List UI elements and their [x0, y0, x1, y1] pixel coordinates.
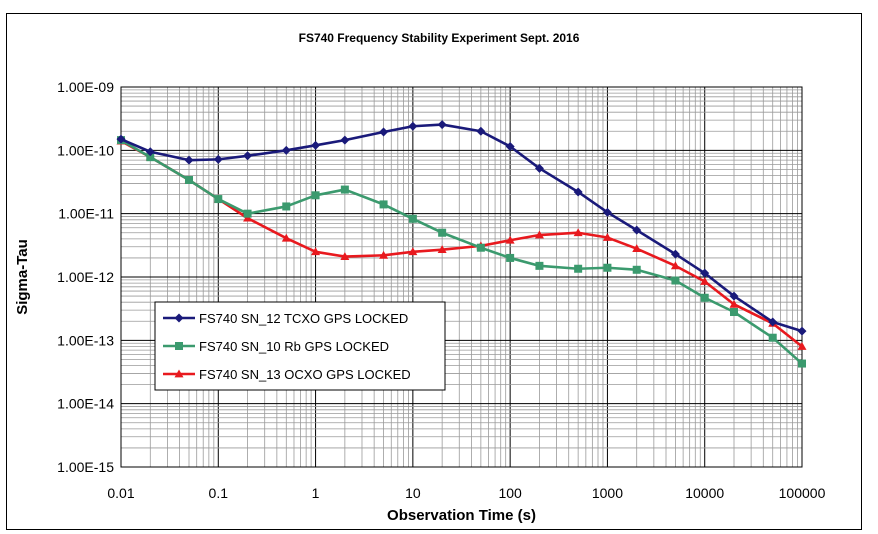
square-marker [438, 228, 447, 237]
diamond-marker [174, 313, 184, 323]
square-marker [175, 342, 183, 350]
y-tick-label: 1.00E-09 [57, 79, 114, 95]
diamond-marker [213, 154, 223, 164]
diamond-marker [476, 126, 486, 136]
square-marker [700, 293, 709, 302]
y-tick-label: 1.00E-13 [57, 332, 114, 348]
series-layer [116, 120, 807, 368]
square-marker [671, 276, 680, 285]
diamond-marker [145, 147, 155, 157]
triangle-marker [700, 276, 710, 285]
diamond-marker [281, 145, 291, 155]
series-2 [116, 136, 807, 350]
y-tick-label: 1.00E-14 [57, 396, 114, 412]
diamond-marker [602, 207, 612, 217]
y-axis-label: Sigma-Tau [14, 239, 31, 315]
square-marker [184, 176, 193, 185]
square-marker [408, 214, 417, 223]
square-marker [311, 191, 320, 200]
chart-frame [6, 13, 862, 530]
series-line [120, 138, 803, 365]
triangle-marker [311, 247, 321, 256]
triangle-marker [632, 244, 642, 253]
square-marker [476, 243, 485, 252]
triangle-marker [602, 233, 612, 241]
square-marker [535, 261, 544, 270]
diamond-marker [670, 249, 680, 259]
diamond-marker [340, 135, 350, 145]
y-tick-label: 1.00E-10 [57, 142, 114, 158]
diamond-marker [729, 291, 739, 301]
square-marker [340, 185, 349, 194]
x-tick-label: 10 [405, 485, 421, 501]
triangle-marker [437, 245, 447, 254]
square-marker [798, 359, 806, 368]
legend-label: FS740 SN_13 OCXO GPS LOCKED [199, 367, 411, 382]
x-tick-label: 1000 [592, 485, 623, 501]
x-tick-label: 0.1 [209, 485, 229, 501]
x-tick-label: 0.01 [107, 485, 134, 501]
square-marker [574, 264, 583, 273]
x-tick-label: 100000 [779, 485, 826, 501]
triangle-marker [534, 230, 544, 239]
triangle-marker [670, 261, 680, 270]
series-line [120, 139, 803, 348]
diamond-marker [768, 317, 778, 327]
square-marker [506, 253, 515, 262]
diamond-marker [797, 326, 807, 336]
legend: FS740 SN_12 TCXO GPS LOCKED FS740 SN_10 R… [154, 301, 446, 391]
square-marker [214, 195, 223, 204]
y-tick-label: 1.00E-12 [57, 269, 114, 285]
grid [120, 87, 802, 468]
triangle-marker [797, 341, 807, 350]
square-marker [282, 202, 291, 211]
triangle-marker [729, 299, 739, 308]
legend-label: FS740 SN_12 TCXO GPS LOCKED [199, 311, 408, 326]
series-line [120, 123, 803, 333]
diamond-marker [437, 120, 447, 130]
y-tick-label: 1.00E-15 [57, 459, 114, 475]
triangle-marker [408, 247, 418, 256]
x-tick-label: 10000 [685, 485, 724, 501]
x-axis-label: Observation Time (s) [387, 507, 536, 524]
diamond-marker [408, 121, 418, 131]
plot-area [120, 86, 803, 468]
tick-labels: 0.01 0.1 1 10 100 1000 10000 100000 1.00E-09 1.00… [57, 79, 825, 501]
square-marker [243, 209, 252, 218]
y-tick-label: 1.00E-11 [58, 206, 114, 222]
diamond-marker [243, 151, 253, 161]
diamond-marker [632, 225, 642, 235]
square-marker [379, 200, 388, 209]
x-tick-label: 1 [312, 485, 320, 501]
triangle-marker [281, 233, 291, 242]
series-0 [116, 120, 807, 336]
triangle-marker [174, 369, 184, 378]
square-marker [768, 333, 777, 342]
diamond-marker [534, 163, 544, 173]
x-tick-label: 100 [498, 485, 522, 501]
diamond-marker [505, 141, 515, 151]
chart-title: FS740 Frequency Stability Experiment Sep… [298, 31, 580, 45]
legend-box [154, 301, 446, 391]
square-marker [730, 308, 739, 317]
triangle-marker [379, 250, 389, 259]
triangle-marker [505, 235, 515, 244]
square-marker [632, 265, 641, 274]
legend-label: FS740 SN_10 Rb GPS LOCKED [199, 339, 389, 354]
triangle-marker [340, 252, 350, 260]
diamond-marker [184, 155, 194, 165]
diamond-marker [573, 187, 583, 197]
square-marker [603, 263, 612, 272]
diamond-marker [311, 140, 321, 150]
diamond-marker [116, 134, 126, 144]
triangle-marker [573, 228, 583, 237]
square-marker [146, 153, 155, 162]
diamond-marker [700, 268, 710, 278]
diamond-marker [379, 127, 389, 137]
